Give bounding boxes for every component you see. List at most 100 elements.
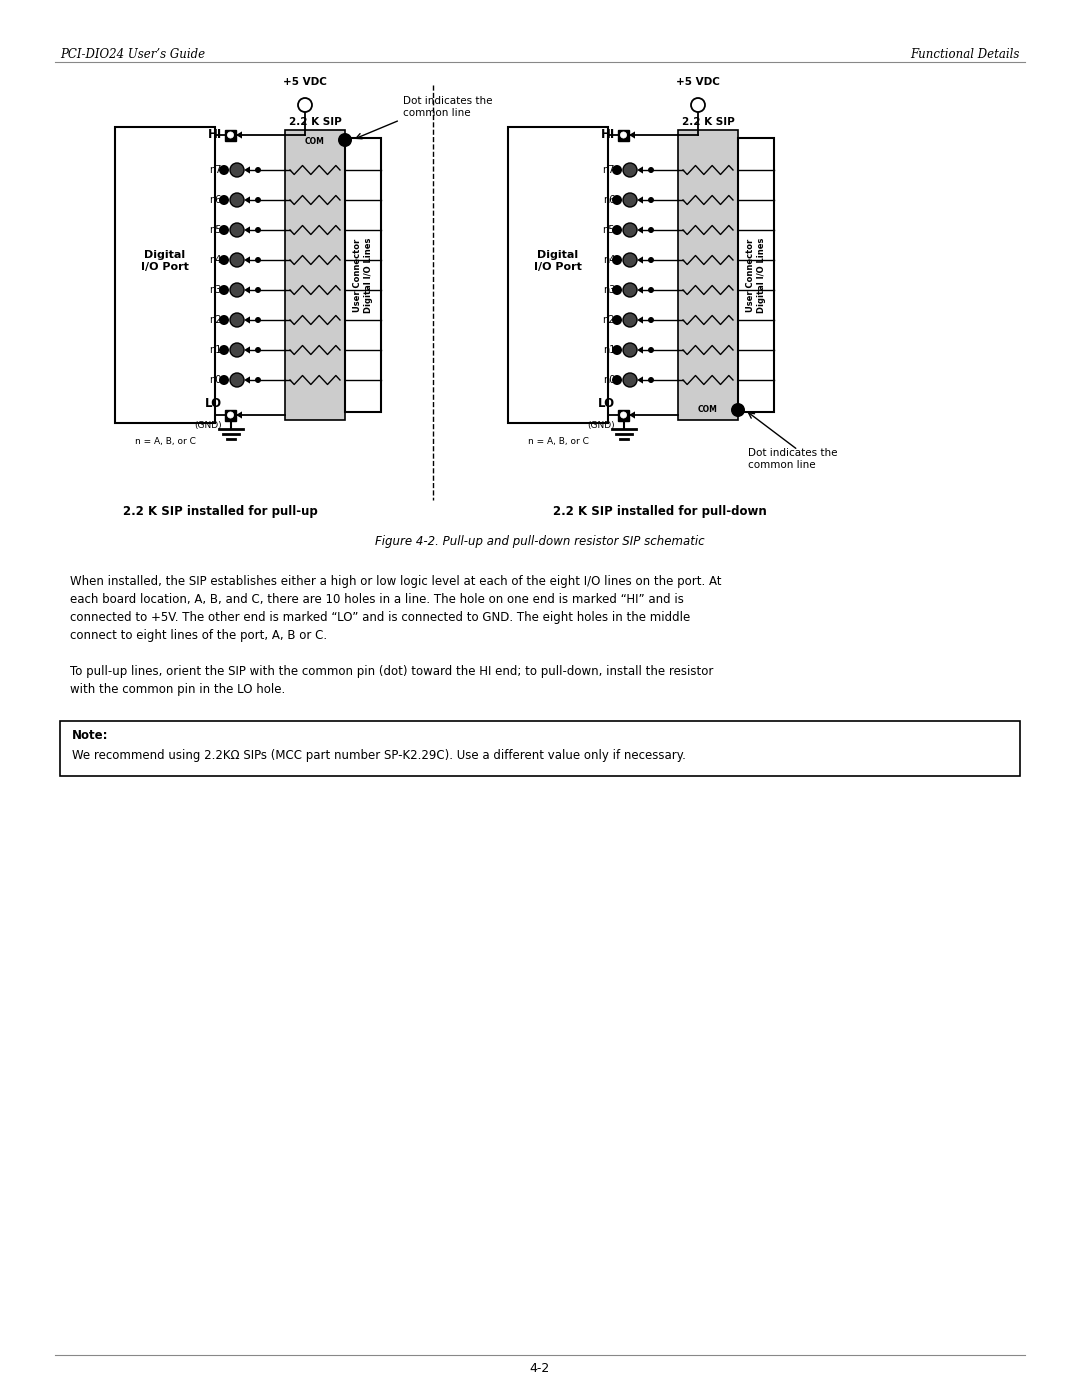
Text: COM: COM xyxy=(698,405,718,414)
Text: n3: n3 xyxy=(603,285,615,295)
Circle shape xyxy=(230,284,244,298)
Circle shape xyxy=(219,314,229,326)
Text: To pull-up lines, orient the SIP with the common pin (dot) toward the HI end; to: To pull-up lines, orient the SIP with th… xyxy=(70,665,714,678)
Text: n1: n1 xyxy=(603,345,615,355)
Circle shape xyxy=(219,165,229,175)
Text: connect to eight lines of the port, A, B or C.: connect to eight lines of the port, A, B… xyxy=(70,629,327,643)
Text: HI: HI xyxy=(600,129,615,141)
Polygon shape xyxy=(637,226,643,233)
Circle shape xyxy=(219,345,229,355)
Text: n2: n2 xyxy=(603,314,615,326)
Text: n5: n5 xyxy=(210,225,222,235)
Circle shape xyxy=(612,196,622,205)
Text: 2.2 K SIP installed for pull-up: 2.2 K SIP installed for pull-up xyxy=(123,504,318,518)
Text: 4-2: 4-2 xyxy=(530,1362,550,1375)
Text: n7: n7 xyxy=(603,165,615,175)
Circle shape xyxy=(230,193,244,207)
Circle shape xyxy=(612,374,622,386)
Circle shape xyxy=(648,346,654,353)
Polygon shape xyxy=(637,166,643,173)
Polygon shape xyxy=(637,376,643,384)
Circle shape xyxy=(255,317,261,323)
Polygon shape xyxy=(244,166,249,173)
Text: n2: n2 xyxy=(210,314,222,326)
Circle shape xyxy=(623,163,637,177)
Circle shape xyxy=(219,225,229,235)
Polygon shape xyxy=(244,346,249,353)
Polygon shape xyxy=(244,226,249,233)
Circle shape xyxy=(623,344,637,358)
Polygon shape xyxy=(637,316,643,324)
Text: n0: n0 xyxy=(210,374,222,386)
Bar xyxy=(285,130,345,420)
Circle shape xyxy=(219,374,229,386)
Polygon shape xyxy=(244,376,249,384)
Text: LO: LO xyxy=(598,397,615,409)
Polygon shape xyxy=(244,257,249,264)
Polygon shape xyxy=(637,286,643,293)
Text: Dot indicates the
common line: Dot indicates the common line xyxy=(403,96,492,117)
Text: each board location, A, B, and C, there are 10 holes in a line. The hole on one : each board location, A, B, and C, there … xyxy=(70,592,684,606)
Circle shape xyxy=(612,345,622,355)
Polygon shape xyxy=(637,346,643,353)
Circle shape xyxy=(620,131,626,138)
Text: PCI-DIO24 User’s Guide: PCI-DIO24 User’s Guide xyxy=(60,47,205,61)
Circle shape xyxy=(612,165,622,175)
Polygon shape xyxy=(629,411,635,419)
Text: (GND): (GND) xyxy=(588,420,615,430)
Text: Functional Details: Functional Details xyxy=(910,47,1020,61)
Circle shape xyxy=(648,168,654,173)
Bar xyxy=(225,409,237,420)
Polygon shape xyxy=(237,131,242,138)
Text: connected to +5V. The other end is marked “LO” and is connected to GND. The eigh: connected to +5V. The other end is marke… xyxy=(70,610,690,624)
Text: n0: n0 xyxy=(603,374,615,386)
Polygon shape xyxy=(629,131,635,138)
Text: n = A, B, or C: n = A, B, or C xyxy=(135,437,195,446)
Circle shape xyxy=(255,197,261,203)
Text: Digital
I/O Port: Digital I/O Port xyxy=(141,250,189,272)
Polygon shape xyxy=(244,197,249,204)
Circle shape xyxy=(230,373,244,387)
Text: n4: n4 xyxy=(210,256,222,265)
Circle shape xyxy=(648,226,654,233)
Circle shape xyxy=(612,285,622,295)
Text: (GND): (GND) xyxy=(194,420,222,430)
Circle shape xyxy=(228,131,233,138)
Polygon shape xyxy=(244,286,249,293)
Circle shape xyxy=(731,402,745,416)
Circle shape xyxy=(612,225,622,235)
Circle shape xyxy=(219,256,229,265)
Text: We recommend using 2.2KΩ SIPs (MCC part number SP-K2.29C). Use a different value: We recommend using 2.2KΩ SIPs (MCC part … xyxy=(72,749,686,761)
Bar xyxy=(508,127,608,423)
Text: COM: COM xyxy=(305,137,325,145)
Text: LO: LO xyxy=(205,397,222,409)
Text: Dot indicates the
common line: Dot indicates the common line xyxy=(748,448,837,469)
Text: Figure 4-2. Pull-up and pull-down resistor SIP schematic: Figure 4-2. Pull-up and pull-down resist… xyxy=(375,535,705,548)
Circle shape xyxy=(219,285,229,295)
Polygon shape xyxy=(637,197,643,204)
Circle shape xyxy=(648,257,654,263)
Circle shape xyxy=(623,284,637,298)
Text: n7: n7 xyxy=(210,165,222,175)
Circle shape xyxy=(255,257,261,263)
Circle shape xyxy=(255,377,261,383)
Circle shape xyxy=(255,168,261,173)
Circle shape xyxy=(255,226,261,233)
Circle shape xyxy=(623,224,637,237)
Bar xyxy=(60,721,1020,775)
Text: n3: n3 xyxy=(210,285,222,295)
Text: n4: n4 xyxy=(603,256,615,265)
Bar xyxy=(618,409,629,420)
Text: When installed, the SIP establishes either a high or low logic level at each of : When installed, the SIP establishes eith… xyxy=(70,576,721,588)
Text: +5 VDC: +5 VDC xyxy=(676,77,720,87)
Circle shape xyxy=(255,286,261,293)
Bar xyxy=(345,138,381,412)
Circle shape xyxy=(648,377,654,383)
Bar xyxy=(618,130,629,141)
Circle shape xyxy=(230,224,244,237)
Bar xyxy=(678,130,738,420)
Polygon shape xyxy=(237,411,242,419)
Text: with the common pin in the LO hole.: with the common pin in the LO hole. xyxy=(70,683,285,696)
Circle shape xyxy=(338,133,352,147)
Bar xyxy=(738,138,774,412)
